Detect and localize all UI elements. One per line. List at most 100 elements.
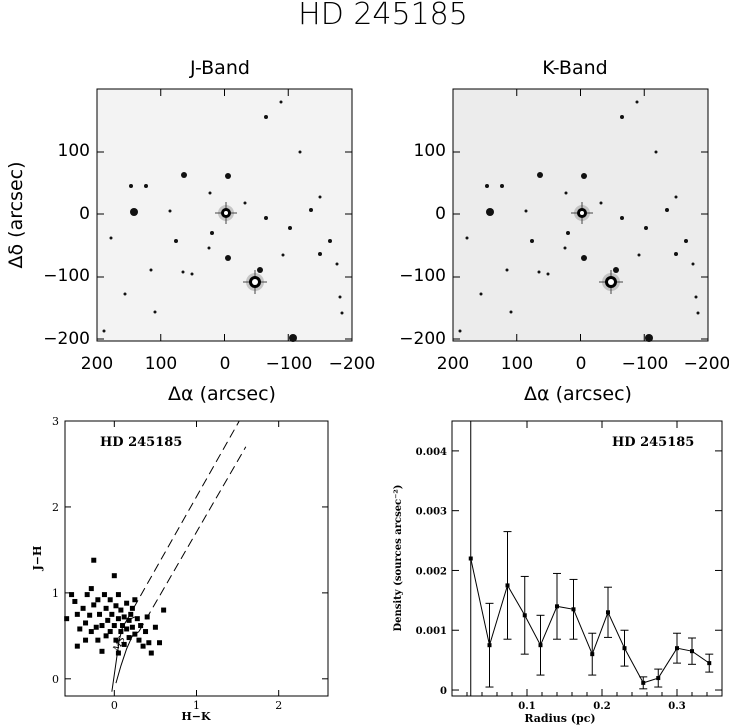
- data-point: [120, 623, 126, 629]
- ccd-y-tick-label: 3: [52, 415, 59, 428]
- j-band-stars: [102, 100, 344, 342]
- data-point: [99, 648, 105, 654]
- star: [243, 201, 247, 205]
- star: [479, 292, 483, 296]
- ccd-frame: [64, 420, 329, 697]
- data-point: [126, 617, 132, 623]
- data-point: [157, 640, 163, 646]
- data-point: [118, 629, 124, 635]
- star: [674, 252, 678, 256]
- data-point: [138, 623, 144, 629]
- data-point: [91, 557, 97, 563]
- density-frame: [451, 420, 723, 697]
- data-point: [80, 605, 86, 611]
- k-band-stars: [458, 100, 700, 342]
- star: [181, 270, 185, 274]
- data-point: [134, 616, 140, 622]
- star: [335, 262, 339, 266]
- star: [130, 208, 138, 216]
- data-point: [87, 612, 93, 618]
- star: [168, 209, 172, 213]
- data-point: [113, 637, 119, 643]
- tick-label: −200: [399, 329, 446, 349]
- star: [691, 262, 695, 266]
- star: [264, 216, 268, 220]
- star: [637, 253, 641, 257]
- data-point: [675, 646, 679, 651]
- star: [620, 216, 624, 220]
- density-profile: HD 245185 Radius (pc) Density (sources a…: [393, 420, 723, 725]
- image-tick-marks: [96, 89, 353, 341]
- tick-label: −100: [266, 354, 313, 374]
- data-point: [93, 624, 99, 630]
- data-point: [136, 637, 142, 643]
- star: [279, 100, 283, 104]
- density-y-tick-label: 0.002: [416, 566, 447, 577]
- star: [458, 329, 462, 333]
- star: [537, 270, 541, 274]
- data-point: [111, 623, 117, 629]
- data-point: [91, 602, 97, 608]
- density-y-tick-label: 0.004: [416, 447, 447, 458]
- data-point: [143, 629, 149, 635]
- data-point: [128, 611, 134, 617]
- data-point: [707, 661, 712, 666]
- star: [581, 173, 587, 179]
- data-point: [107, 629, 113, 635]
- star: [225, 173, 231, 179]
- ccd-annotation: HD 245185: [100, 435, 182, 450]
- ccd-x-tick-label: 1: [193, 699, 200, 712]
- data-point: [590, 652, 595, 657]
- star: [225, 255, 231, 261]
- tick-label: 100: [501, 354, 533, 374]
- data-point: [656, 676, 661, 681]
- data-point: [641, 680, 646, 685]
- data-point: [88, 586, 94, 592]
- image-tick-marks: [452, 89, 709, 341]
- data-point: [118, 607, 124, 613]
- data-point: [505, 583, 510, 588]
- star: [485, 184, 489, 188]
- star-core: [580, 211, 584, 215]
- star-core: [252, 279, 258, 285]
- star: [309, 208, 313, 212]
- tick-label: 0: [435, 204, 446, 224]
- data-point: [115, 592, 121, 598]
- data-point: [121, 641, 127, 647]
- data-point: [69, 592, 75, 598]
- star: [500, 184, 504, 188]
- density-y-tick-label: 0.001: [416, 626, 447, 637]
- tick-label: 0: [576, 354, 587, 374]
- star: [645, 334, 653, 342]
- j-band-y-ticks: 100 0 −100 −200: [43, 141, 90, 349]
- data-point: [83, 637, 89, 643]
- density-y-label: Density (sources arcsec⁻²): [393, 484, 404, 631]
- data-point: [538, 643, 543, 648]
- star: [566, 231, 570, 235]
- star: [318, 195, 322, 199]
- star: [684, 239, 688, 243]
- data-point: [124, 600, 130, 606]
- data-point: [95, 597, 101, 603]
- reddening-line: [126, 420, 240, 621]
- ccd-x-label: H−K: [181, 710, 211, 723]
- star: [174, 239, 178, 243]
- star: [288, 226, 292, 230]
- star: [102, 329, 106, 333]
- data-point: [121, 614, 127, 620]
- star-core: [224, 211, 228, 215]
- star: [181, 172, 187, 178]
- star: [509, 310, 513, 314]
- star: [257, 267, 263, 273]
- star: [665, 208, 669, 212]
- star: [298, 150, 302, 154]
- data-point: [107, 597, 113, 603]
- star: [190, 272, 194, 276]
- j-band-x-ticks: 200 100 0 −100 −200: [81, 354, 376, 374]
- tick-label: −100: [43, 266, 90, 286]
- j-band-title: J-Band: [189, 57, 250, 79]
- density-x-tick-label: 0.1: [518, 701, 535, 712]
- k-band-y-ticks: 100 0 −100 −200: [399, 141, 446, 349]
- k-band-title: K-Band: [542, 57, 607, 79]
